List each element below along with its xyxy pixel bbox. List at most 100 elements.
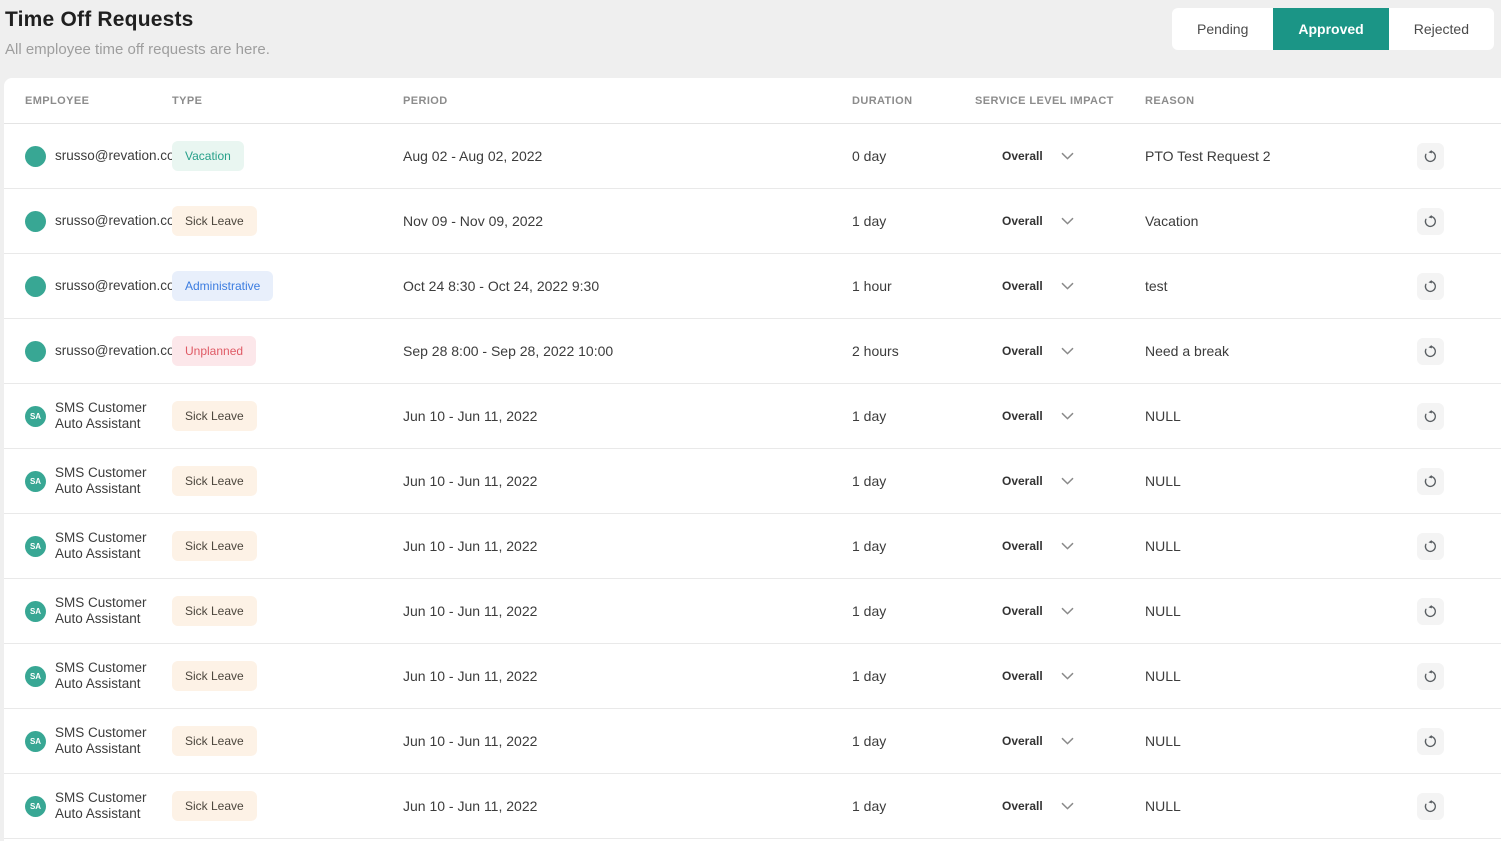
type-badge: Sick Leave	[172, 401, 257, 431]
chevron-down-icon	[1061, 802, 1074, 810]
employee-name: srusso@revation.com	[55, 213, 186, 229]
avatar: SA	[25, 470, 46, 492]
service-level-impact-dropdown[interactable]: Overall	[975, 539, 1145, 553]
duration-cell: 1 day	[852, 733, 887, 749]
employee-cell: srusso@revation.com	[25, 275, 186, 297]
duration-cell: 1 day	[852, 798, 887, 814]
reason-cell: NULL	[1145, 733, 1181, 749]
employee-cell: SA SMS Customer Auto Assistant	[25, 465, 172, 497]
undo-button[interactable]	[1417, 272, 1444, 300]
impact-value: Overall	[1002, 149, 1043, 163]
employee-name: srusso@revation.com	[55, 343, 186, 359]
undo-button[interactable]	[1417, 337, 1444, 365]
employee-cell: SA SMS Customer Auto Assistant	[25, 400, 172, 432]
undo-icon	[1424, 409, 1436, 422]
service-level-impact-dropdown[interactable]: Overall	[975, 214, 1145, 228]
impact-value: Overall	[1002, 734, 1043, 748]
service-level-impact-dropdown[interactable]: Overall	[975, 474, 1145, 488]
action-cell	[1400, 662, 1501, 690]
undo-button[interactable]	[1417, 662, 1444, 690]
employee-cell: SA SMS Customer Auto Assistant	[25, 790, 172, 822]
type-badge: Sick Leave	[172, 466, 257, 496]
type-badge: Sick Leave	[172, 726, 257, 756]
avatar: SA	[25, 795, 46, 817]
period-cell: Nov 09 - Nov 09, 2022	[403, 213, 544, 229]
undo-icon	[1424, 604, 1436, 617]
avatar: SA	[25, 535, 46, 557]
reason-cell: NULL	[1145, 798, 1181, 814]
column-header-type: Type	[172, 94, 203, 107]
undo-icon	[1424, 539, 1436, 552]
table-row: srusso@revation.com Unplanned Sep 28 8:0…	[4, 319, 1501, 384]
service-level-impact-dropdown[interactable]: Overall	[975, 149, 1145, 163]
table-row: SA SMS Customer Auto Assistant Sick Leav…	[4, 579, 1501, 644]
period-cell: Jun 10 - Jun 11, 2022	[403, 603, 538, 619]
type-badge: Sick Leave	[172, 531, 257, 561]
undo-button[interactable]	[1417, 597, 1444, 625]
undo-button[interactable]	[1417, 402, 1444, 430]
page-subtitle: All employee time off requests are here.	[5, 41, 270, 58]
employee-cell: SA SMS Customer Auto Assistant	[25, 530, 172, 562]
undo-button[interactable]	[1417, 727, 1444, 755]
table-row: srusso@revation.com Vacation Aug 02 - Au…	[4, 124, 1501, 189]
employee-name: SMS Customer Auto Assistant	[55, 400, 147, 431]
reason-cell: test	[1145, 278, 1168, 294]
action-cell	[1400, 142, 1501, 170]
type-cell: Unplanned	[172, 336, 403, 366]
action-cell	[1400, 272, 1501, 300]
duration-cell: 1 day	[852, 408, 887, 424]
table-body: srusso@revation.com Vacation Aug 02 - Au…	[4, 124, 1501, 839]
period-cell: Jun 10 - Jun 11, 2022	[403, 473, 538, 489]
chevron-down-icon	[1061, 412, 1074, 420]
status-tab-group: Pending Approved Rejected	[1172, 8, 1494, 50]
column-header-period: Period	[403, 94, 448, 107]
service-level-impact-dropdown[interactable]: Overall	[975, 279, 1145, 293]
period-cell: Jun 10 - Jun 11, 2022	[403, 538, 538, 554]
requests-card: Employee Type Period Duration Service Le…	[4, 78, 1501, 841]
reason-cell: Need a break	[1145, 343, 1230, 359]
duration-cell: 2 hours	[852, 343, 899, 359]
service-level-impact-dropdown[interactable]: Overall	[975, 344, 1145, 358]
reason-cell: NULL	[1145, 538, 1181, 554]
undo-button[interactable]	[1417, 207, 1444, 235]
impact-value: Overall	[1002, 669, 1043, 683]
tab-rejected[interactable]: Rejected	[1389, 8, 1494, 50]
type-cell: Sick Leave	[172, 401, 403, 431]
employee-name: SMS Customer Auto Assistant	[55, 725, 147, 756]
avatar: SA	[25, 730, 46, 752]
service-level-impact-dropdown[interactable]: Overall	[975, 604, 1145, 618]
avatar	[25, 340, 46, 362]
chevron-down-icon	[1061, 347, 1074, 355]
undo-button[interactable]	[1417, 142, 1444, 170]
reason-cell: PTO Test Request 2	[1145, 148, 1271, 164]
duration-cell: 1 day	[852, 538, 887, 554]
chevron-down-icon	[1061, 282, 1074, 290]
table-row: srusso@revation.com Sick Leave Nov 09 - …	[4, 189, 1501, 254]
chevron-down-icon	[1061, 737, 1074, 745]
reason-cell: NULL	[1145, 603, 1181, 619]
period-cell: Jun 10 - Jun 11, 2022	[403, 798, 538, 814]
tab-approved[interactable]: Approved	[1273, 8, 1389, 50]
type-badge: Unplanned	[172, 336, 257, 366]
undo-button[interactable]	[1417, 467, 1444, 495]
reason-cell: NULL	[1145, 408, 1181, 424]
undo-icon	[1424, 734, 1436, 747]
avatar	[25, 210, 46, 232]
table-row: SA SMS Customer Auto Assistant Sick Leav…	[4, 644, 1501, 709]
period-cell: Jun 10 - Jun 11, 2022	[403, 668, 538, 684]
impact-value: Overall	[1002, 474, 1043, 488]
duration-cell: 1 day	[852, 603, 887, 619]
table-row: srusso@revation.com Administrative Oct 2…	[4, 254, 1501, 319]
duration-cell: 0 day	[852, 148, 887, 164]
action-cell	[1400, 597, 1501, 625]
undo-icon	[1424, 344, 1436, 357]
service-level-impact-dropdown[interactable]: Overall	[975, 409, 1145, 423]
undo-button[interactable]	[1417, 532, 1444, 560]
service-level-impact-dropdown[interactable]: Overall	[975, 669, 1145, 683]
service-level-impact-dropdown[interactable]: Overall	[975, 799, 1145, 813]
tab-pending[interactable]: Pending	[1172, 8, 1273, 50]
action-cell	[1400, 467, 1501, 495]
undo-button[interactable]	[1417, 792, 1444, 820]
action-cell	[1400, 337, 1501, 365]
service-level-impact-dropdown[interactable]: Overall	[975, 734, 1145, 748]
